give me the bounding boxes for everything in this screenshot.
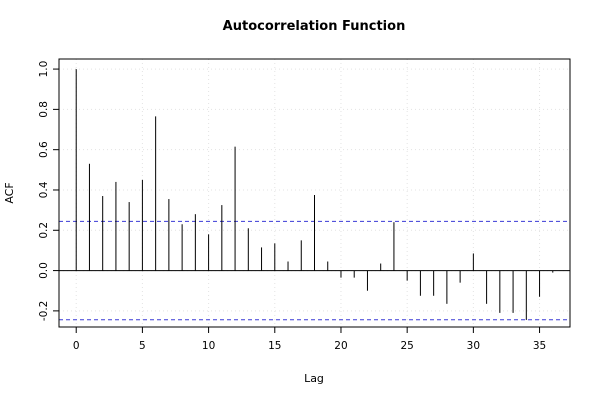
acf-bars — [59, 69, 570, 320]
x-tick-label: 15 — [268, 340, 281, 352]
x-axis-label: Lag — [304, 372, 324, 385]
y-tick-label: 0.2 — [38, 222, 50, 239]
x-tick-label: 20 — [334, 340, 347, 352]
y-tick-label: 0.6 — [38, 141, 50, 158]
y-tick-label: 0.4 — [38, 181, 50, 198]
y-tick-label: 0.0 — [38, 262, 50, 279]
x-tick-label: 10 — [202, 340, 215, 352]
x-tick-label: 25 — [400, 340, 413, 352]
y-tick-label: -0.2 — [38, 301, 50, 322]
x-tick-label: 30 — [467, 340, 480, 352]
x-tick-label: 5 — [139, 340, 146, 352]
axes: 0 5 10 15 20 25 30 35 -0.2 0.0 0.2 0.4 0.6 0.8 1.0 — [38, 61, 546, 352]
y-tick-label: 1.0 — [38, 61, 50, 78]
plot-frame — [58, 58, 571, 328]
grid — [59, 59, 570, 327]
x-tick-label: 0 — [73, 340, 80, 352]
y-axis-label: ACF — [3, 182, 16, 203]
chart-title: Autocorrelation Function — [223, 19, 406, 34]
y-tick-label: 0.8 — [38, 101, 50, 118]
x-tick-label: 35 — [533, 340, 546, 352]
